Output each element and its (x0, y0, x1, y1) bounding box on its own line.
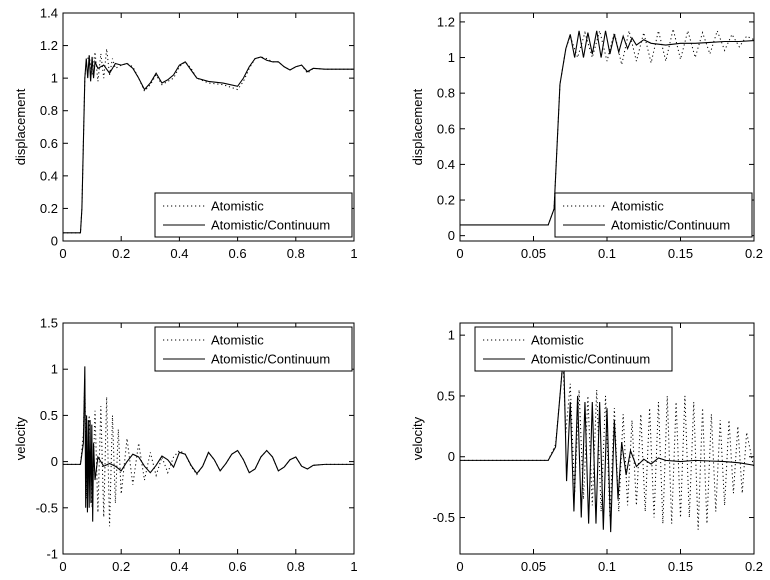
x-tick-label: 0 (456, 246, 463, 261)
legend: Atomistic Atomistic/Continuum (554, 192, 753, 238)
plot-frame (62, 322, 355, 555)
y-tick-label: 0 (51, 454, 58, 469)
y-tick-label: 1.2 (437, 14, 455, 29)
y-tick-label: 0.8 (437, 86, 455, 101)
x-tick-label: 0.15 (668, 246, 693, 261)
x-tick-label: 0.1 (598, 246, 616, 261)
series-line-atomistic (460, 28, 754, 226)
y-axis-title: displacement (13, 88, 28, 165)
x-tick-label: 0.05 (521, 246, 546, 261)
legend-box (474, 326, 673, 372)
x-tick-label: 0 (456, 559, 463, 574)
y-tick-label: -0.5 (433, 510, 455, 525)
y-tick-label: 0.2 (40, 201, 58, 216)
panel-top-left: 0 0.2 0.4 0.6 0.8 1 0 0.2 0.4 0.6 0.8 1 1.2 1.4 displa… (13, 6, 358, 262)
y-axis-title: velocity (13, 416, 28, 460)
x-tick-label: 0.2 (745, 246, 763, 261)
y-tick-label: 0 (448, 449, 455, 464)
y-tick-label: 0.6 (437, 121, 455, 136)
x-tick-label: 0 (59, 246, 66, 261)
legend-label: Atomistic (611, 199, 664, 214)
series-line-atomistic-continuum (460, 30, 754, 226)
y-tick-label: 0.5 (437, 388, 455, 403)
legend-box (554, 192, 753, 238)
legend-label: Atomistic/Continuum (211, 352, 330, 367)
series-line-atomistic-continuum (63, 366, 354, 522)
legend-label: Atomistic (211, 199, 264, 214)
x-tick-label: 0 (59, 559, 66, 574)
legend-label: Atomistic/Continuum (211, 218, 330, 233)
x-tick-label: 0.8 (287, 559, 305, 574)
y-tick-label: 1.2 (40, 38, 58, 53)
y-tick-label: -0.5 (36, 500, 58, 515)
y-tick-label: 0.6 (40, 136, 58, 151)
legend: Atomistic Atomistic/Continuum (154, 192, 353, 238)
x-tick-label: 1 (350, 246, 357, 261)
y-tick-label: -1 (46, 547, 58, 562)
x-tick-label: 0.2 (112, 246, 130, 261)
y-axis-title: displacement (410, 88, 425, 165)
x-tick-label: 0.6 (229, 559, 247, 574)
legend-box (154, 192, 353, 238)
panel-bottom-left: 0 0.2 0.4 0.6 0.8 1 -1 -0.5 0 0.5 1 1.5 velocity Atom… (13, 316, 358, 575)
y-tick-label: 1.5 (40, 316, 58, 331)
panel-top-right: 0 0.05 0.1 0.15 0.2 0 0.2 0.4 0.6 0.8 1 1.2 displace… (410, 12, 763, 261)
x-tick-label: 0.6 (229, 246, 247, 261)
x-tick-label: 0.4 (170, 246, 188, 261)
y-tick-label: 0.4 (437, 157, 455, 172)
y-tick-label: 0.2 (437, 193, 455, 208)
panel-bottom-right: 0 0.05 0.1 0.15 0.2 -0.5 0 0.5 1 velocity Atomisti… (410, 322, 763, 574)
y-tick-label: 0.4 (40, 168, 58, 183)
y-tick-label: 0 (51, 234, 58, 249)
legend-box (154, 326, 353, 372)
y-tick-label: 1 (448, 50, 455, 65)
x-tick-label: 0.2 (745, 559, 763, 574)
y-tick-label: 0 (448, 228, 455, 243)
y-tick-label: 1 (448, 328, 455, 343)
x-tick-label: 0.4 (170, 559, 188, 574)
legend-label: Atomistic (211, 333, 264, 348)
x-tick-label: 0.1 (598, 559, 616, 574)
legend: Atomistic Atomistic/Continuum (154, 326, 353, 372)
legend-label: Atomistic/Continuum (611, 218, 730, 233)
y-tick-label: 1 (51, 362, 58, 377)
series-line-atomistic-continuum (63, 55, 354, 234)
legend: Atomistic Atomistic/Continuum (474, 326, 673, 372)
series-line-atomistic-continuum (460, 353, 754, 533)
plot-frame (62, 12, 355, 242)
x-tick-label: 1 (350, 559, 357, 574)
x-tick-label: 0.15 (668, 559, 693, 574)
x-tick-label: 0.05 (521, 559, 546, 574)
legend-label: Atomistic (531, 333, 584, 348)
y-tick-label: 0.5 (40, 408, 58, 423)
y-axis-title: velocity (410, 416, 425, 460)
y-tick-label: 0.8 (40, 103, 58, 118)
legend-label: Atomistic/Continuum (531, 352, 650, 367)
x-tick-label: 0.8 (287, 246, 305, 261)
y-tick-label: 1 (51, 71, 58, 86)
y-tick-label: 1.4 (40, 6, 58, 21)
x-tick-label: 0.2 (112, 559, 130, 574)
series-line-atomistic (460, 359, 754, 530)
